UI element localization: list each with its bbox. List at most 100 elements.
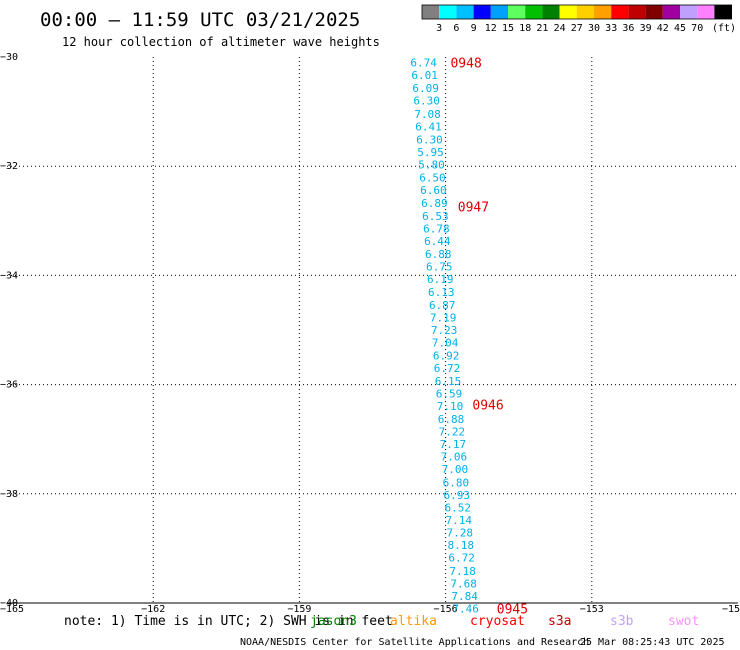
color-scale-label: 36	[622, 23, 634, 34]
swh-data-point: 6.01	[411, 69, 438, 82]
swh-data-point: 6.72	[448, 552, 475, 565]
color-bar-border	[421, 4, 733, 20]
color-swatch	[645, 5, 663, 19]
swh-data-point: 6.89	[421, 197, 448, 210]
swh-data-series: 6.746.016.096.307.086.416.305.955.806.50…	[410, 56, 478, 615]
color-swatch	[525, 5, 543, 19]
swh-data-point: 6.52	[445, 501, 472, 514]
satellite-name: cryosat	[470, 614, 525, 629]
swh-data-point: 6.88	[438, 413, 465, 426]
color-swatch	[559, 5, 577, 19]
color-scale-label: 30	[588, 23, 600, 34]
color-swatch	[714, 5, 732, 19]
swh-data-point: 7.14	[446, 514, 473, 527]
swh-data-point: 6.30	[416, 133, 443, 146]
x-tick-label: −15	[722, 604, 740, 615]
y-tick-label: −40	[0, 598, 18, 609]
color-swatch	[490, 5, 508, 19]
swh-data-point: 7.23	[431, 324, 458, 337]
swh-data-point: 6.15	[435, 375, 462, 388]
x-tick-label: −156	[434, 604, 458, 615]
swh-data-point: 7.28	[446, 527, 473, 540]
swh-data-point: 7.08	[414, 108, 441, 121]
color-swatch	[611, 5, 629, 19]
color-scale-label: 3	[436, 23, 442, 34]
swh-data-point: 6.88	[425, 248, 452, 261]
color-swatch	[662, 5, 680, 19]
color-swatch	[456, 5, 474, 19]
swh-data-point: 6.87	[429, 299, 456, 312]
color-scale-label: 70	[691, 23, 703, 34]
swh-data-point: 7.68	[450, 577, 477, 590]
chart-title: 00:00 – 11:59 UTC 03/21/2025	[40, 9, 360, 31]
y-tick-label: −32	[0, 161, 18, 172]
time-annotation: 0945	[497, 602, 528, 617]
time-annotations: 0948 0947 0946 0945	[450, 56, 528, 617]
color-swatch	[439, 5, 457, 19]
footer-timestamp: 25 Mar 08:25:43 UTC 2025	[580, 637, 725, 648]
swh-data-point: 7.06	[441, 451, 468, 464]
x-tick-label: −162	[141, 604, 165, 615]
swh-data-point: 6.78	[423, 222, 450, 235]
swh-data-point: 5.95	[417, 146, 444, 159]
swh-data-point: 6.41	[415, 120, 442, 133]
swh-data-point: 7.04	[432, 337, 459, 350]
color-scale-label: 27	[571, 23, 583, 34]
x-tick-label: −153	[580, 604, 604, 615]
swh-data-point: 6.30	[413, 95, 440, 108]
color-scale-label: 18	[519, 23, 531, 34]
plot-grid	[7, 57, 738, 604]
color-scale-label: 24	[554, 23, 566, 34]
swh-data-point: 7.84	[451, 590, 478, 603]
swh-data-point: 8.18	[447, 539, 474, 552]
axis-tick-labels: −165 −162 −159 −156 −153 −15 −30 −32 −34 −36 −38 −4…	[0, 52, 740, 615]
color-scale-label: 42	[657, 23, 669, 34]
satellite-name: s3a	[548, 614, 571, 629]
swh-data-point: 6.72	[434, 362, 461, 375]
color-scale-label: 39	[640, 23, 652, 34]
color-swatch	[680, 5, 698, 19]
x-tick-label: −159	[287, 604, 311, 615]
swh-data-point: 6.92	[433, 350, 460, 363]
color-scale-label: 9	[471, 23, 477, 34]
satellite-name: swot	[668, 614, 699, 629]
swh-data-point: 7.10	[437, 400, 464, 413]
time-annotation: 0946	[472, 398, 503, 413]
color-swatch	[628, 5, 646, 19]
color-swatch	[576, 5, 594, 19]
color-scale-label: 12	[485, 23, 497, 34]
y-tick-label: −36	[0, 380, 18, 391]
color-scale-label: 15	[502, 23, 514, 34]
swh-data-point: 6.75	[426, 261, 453, 274]
color-swatch	[422, 5, 440, 19]
y-tick-label: −38	[0, 489, 18, 500]
swh-data-point: 6.74	[410, 56, 437, 69]
swh-data-point: 6.09	[412, 82, 439, 95]
swh-data-point: 7.00	[442, 463, 469, 476]
color-scale-unit: (ft)	[712, 23, 736, 34]
color-scale-label: 45	[674, 23, 686, 34]
swh-data-point: 7.19	[430, 311, 457, 324]
swh-data-point: 6.44	[424, 235, 451, 248]
color-swatch	[508, 5, 526, 19]
time-annotation: 0948	[450, 56, 481, 71]
color-scale-label: 21	[536, 23, 548, 34]
swh-data-point: 6.50	[419, 172, 446, 185]
satellite-name: s3b	[610, 614, 634, 629]
swh-data-point: 6.13	[428, 286, 455, 299]
swh-data-point: 6.80	[443, 476, 470, 489]
color-swatch	[697, 5, 715, 19]
swh-data-point: 6.60	[420, 184, 447, 197]
chart-subtitle: 12 hour collection of altimeter wave hei…	[62, 35, 380, 49]
color-swatch	[473, 5, 491, 19]
footer-note: note: 1) Time is in UTC; 2) SWH is in fe…	[64, 614, 393, 629]
swh-data-point: 5.80	[418, 159, 445, 172]
swh-data-point: 6.93	[444, 489, 471, 502]
y-tick-label: −30	[0, 52, 18, 63]
satellite-name: jason3	[310, 614, 357, 629]
swh-data-point: 6.53	[422, 210, 449, 223]
satellite-name: altika	[390, 614, 437, 629]
x-tick-label: −165	[0, 604, 24, 615]
